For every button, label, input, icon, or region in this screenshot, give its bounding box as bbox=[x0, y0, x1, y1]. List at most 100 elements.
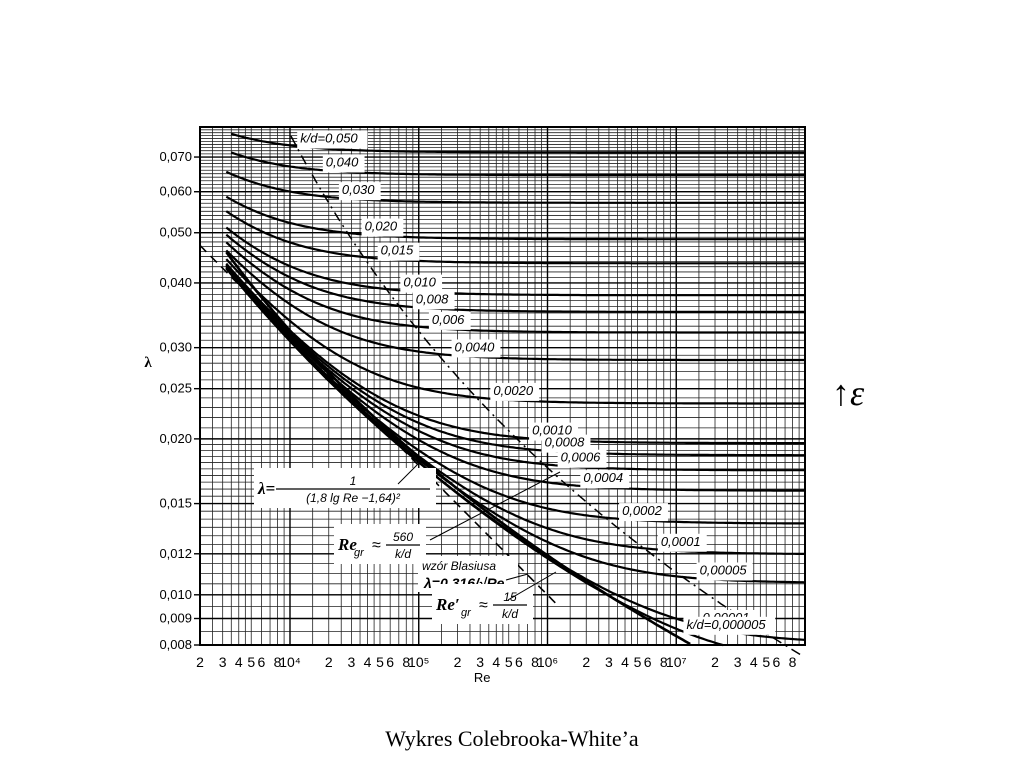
curve-label: 0,020 bbox=[361, 218, 404, 237]
curve-label-text: 0,015 bbox=[381, 243, 414, 258]
curve-label: 0,008 bbox=[412, 291, 455, 310]
x-tick-label: 3 bbox=[348, 654, 356, 670]
limit-formula-560-denominator: k/d bbox=[395, 547, 411, 561]
curve-label-text: 0,0002 bbox=[622, 503, 663, 518]
curve-label-text: 0,0004 bbox=[583, 470, 623, 485]
curve-label: 0,0010 bbox=[529, 422, 578, 441]
curve-label-bg bbox=[400, 274, 443, 293]
blasius-line bbox=[199, 244, 559, 606]
curve-label-text: 0,0020 bbox=[493, 383, 534, 398]
figure-caption: Wykres Colebrooka-White’a bbox=[385, 726, 639, 751]
x-tick-label: 4 bbox=[492, 654, 500, 670]
x-tick-label: 10⁵ bbox=[408, 654, 429, 670]
curve-label-text: 0,010 bbox=[403, 275, 436, 290]
curve-label-bg bbox=[297, 130, 368, 149]
curve-label-text: 0,0006 bbox=[561, 450, 602, 465]
x-tick-label: 6 bbox=[386, 654, 394, 670]
leader-line bbox=[429, 471, 561, 541]
y-tick-label: 0,060 bbox=[159, 184, 192, 199]
x-tick-label: 5 bbox=[505, 654, 513, 670]
roughness-curve bbox=[225, 226, 805, 297]
y-tick-label: 0,010 bbox=[159, 587, 192, 602]
curve-label: 0,040 bbox=[322, 154, 365, 173]
curve-label: 0,0008 bbox=[541, 434, 591, 453]
limit-line-560 bbox=[290, 135, 804, 657]
x-tick-label: 8 bbox=[274, 654, 282, 670]
x-tick-label: 6 bbox=[258, 654, 266, 670]
curve-label: 0,0040 bbox=[451, 339, 501, 358]
x-tick-label: 3 bbox=[476, 654, 484, 670]
curve-label-bg bbox=[557, 449, 607, 468]
curve-label-bg bbox=[619, 503, 668, 522]
roughness-curve bbox=[225, 263, 805, 457]
y-tick-label: 0,020 bbox=[159, 431, 192, 446]
limit-formula-15: Re′ gr ≈15 k/d bbox=[432, 584, 533, 624]
curve-label-bg bbox=[428, 311, 471, 330]
x-tick-label: 6 bbox=[515, 654, 523, 670]
roughness-curve bbox=[225, 249, 805, 362]
y-axis-label: λ bbox=[144, 355, 152, 371]
smooth-pipe-formula: λ= 1 (1,8 lg Re −1,64)² bbox=[254, 468, 436, 508]
x-tick-label: 10⁷ bbox=[666, 654, 687, 670]
x-tick-label: 8 bbox=[660, 654, 668, 670]
y-tick-label: 0,070 bbox=[159, 149, 192, 164]
curve-label-text: 0,040 bbox=[326, 154, 359, 169]
curve-label-bg bbox=[451, 339, 501, 358]
curve-label: 0,010 bbox=[400, 274, 443, 293]
x-tick-label: 5 bbox=[634, 654, 642, 670]
curve-label-text: 0,0010 bbox=[532, 423, 573, 438]
y-tick-label: 0,025 bbox=[159, 381, 192, 396]
x-tick-label: 10⁴ bbox=[279, 654, 301, 670]
curve-label: 0,0004 bbox=[580, 470, 630, 489]
curve-label-text: 0,0008 bbox=[545, 435, 586, 450]
x-tick-label: 3 bbox=[734, 654, 742, 670]
limit-formula-15-denominator: k/d bbox=[502, 607, 518, 621]
limit-formula-560-sub: gr bbox=[354, 547, 365, 559]
x-tick-label: 4 bbox=[235, 654, 243, 670]
y-tick-label: 0,030 bbox=[159, 340, 192, 355]
curve-label: 0,0001 bbox=[657, 533, 707, 552]
roughness-curve bbox=[225, 233, 805, 313]
limit-formula-15-bg bbox=[432, 584, 533, 624]
curve-label: 0,015 bbox=[377, 242, 420, 261]
y-tick-label: 0,040 bbox=[159, 275, 192, 290]
roughness-curve bbox=[225, 210, 805, 265]
smooth-pipe-formula-numerator: 1 bbox=[350, 474, 357, 488]
curve-label: k/d=0,000005 bbox=[683, 616, 776, 635]
limit-formula-15-approx: ≈ bbox=[479, 597, 488, 614]
y-tick-label: 0,050 bbox=[159, 225, 192, 240]
y-tick-label: 0,008 bbox=[159, 637, 192, 652]
x-tick-label: 4 bbox=[364, 654, 372, 670]
x-tick-label: 8 bbox=[531, 654, 539, 670]
curve-label: 0,0006 bbox=[557, 449, 607, 468]
curve-label-text: 0,00005 bbox=[700, 562, 748, 577]
roughness-curve bbox=[225, 195, 805, 241]
x-tick-label: 3 bbox=[219, 654, 227, 670]
curve-label-bg bbox=[412, 291, 455, 310]
leader-line bbox=[507, 571, 557, 601]
roughness-curve bbox=[225, 266, 805, 525]
x-tick-label: 5 bbox=[376, 654, 384, 670]
x-tick-label: 4 bbox=[621, 654, 629, 670]
curve-label-bg bbox=[338, 182, 381, 201]
curve-label-bg bbox=[657, 533, 707, 552]
x-tick-label: 6 bbox=[773, 654, 781, 670]
curve-label: 0,00005 bbox=[696, 562, 753, 581]
leader-line bbox=[397, 461, 421, 485]
roughness-curve bbox=[231, 132, 805, 154]
limit-formula-15-sub: gr bbox=[461, 607, 472, 619]
x-tick-label: 10⁶ bbox=[537, 654, 558, 670]
curve-label-text: 0,020 bbox=[365, 219, 398, 234]
limit-formula-560-numerator: 560 bbox=[393, 530, 413, 544]
x-tick-label: 2 bbox=[582, 654, 590, 670]
curve-label: 0,030 bbox=[338, 182, 381, 201]
plot-frame bbox=[199, 126, 806, 646]
smooth-pipe-formula-lhs: λ= bbox=[257, 479, 275, 498]
curve-label: 0,0002 bbox=[619, 503, 668, 522]
y-tick-label: 0,012 bbox=[159, 546, 192, 561]
roughness-curve bbox=[225, 241, 805, 334]
limit-formula-560-approx: ≈ bbox=[372, 537, 381, 554]
colebrook-chart: 0,070 0,060 0,050 0,040 0,030 0,025 0,020 0,015… bbox=[144, 126, 806, 685]
curve-label: 0,006 bbox=[428, 311, 471, 330]
